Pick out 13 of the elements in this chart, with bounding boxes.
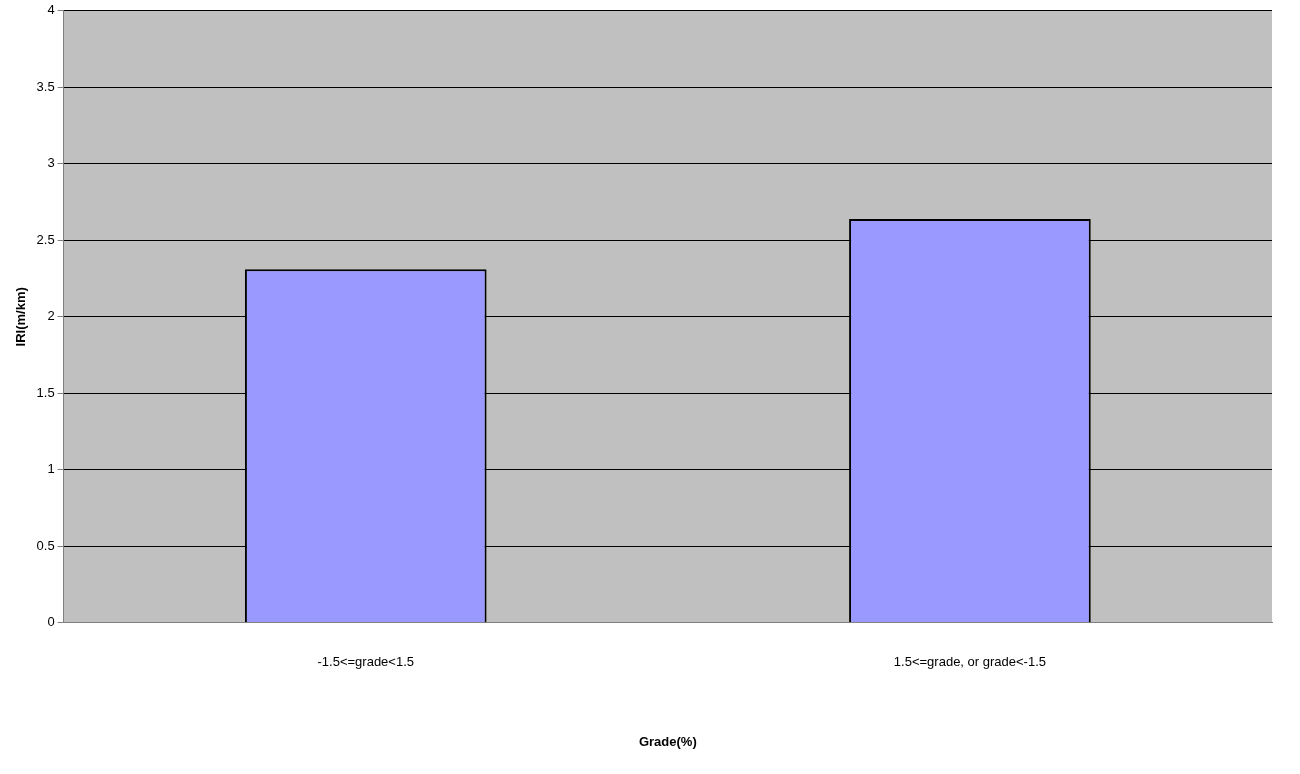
y-tick-label: 1: [47, 461, 55, 477]
y-tick-label: 3.5: [36, 78, 55, 94]
y-tick-label: 2.5: [36, 231, 55, 247]
y-tick-label: 0.5: [36, 537, 55, 553]
y-tick-label: 2: [47, 308, 55, 324]
y-axis-title: IRI(m/km): [13, 287, 29, 347]
x-tick-label: -1.5<=grade<1.5: [317, 654, 414, 670]
y-tick-label: 0: [47, 614, 55, 630]
y-tick-label: 1.5: [36, 384, 55, 400]
x-tick-label: 1.5<=grade, or grade<-1.5: [893, 654, 1046, 670]
x-axis-title: Grade(%): [638, 733, 697, 749]
y-tick-label: 4: [47, 2, 55, 18]
y-tick-label: 3: [47, 155, 55, 171]
